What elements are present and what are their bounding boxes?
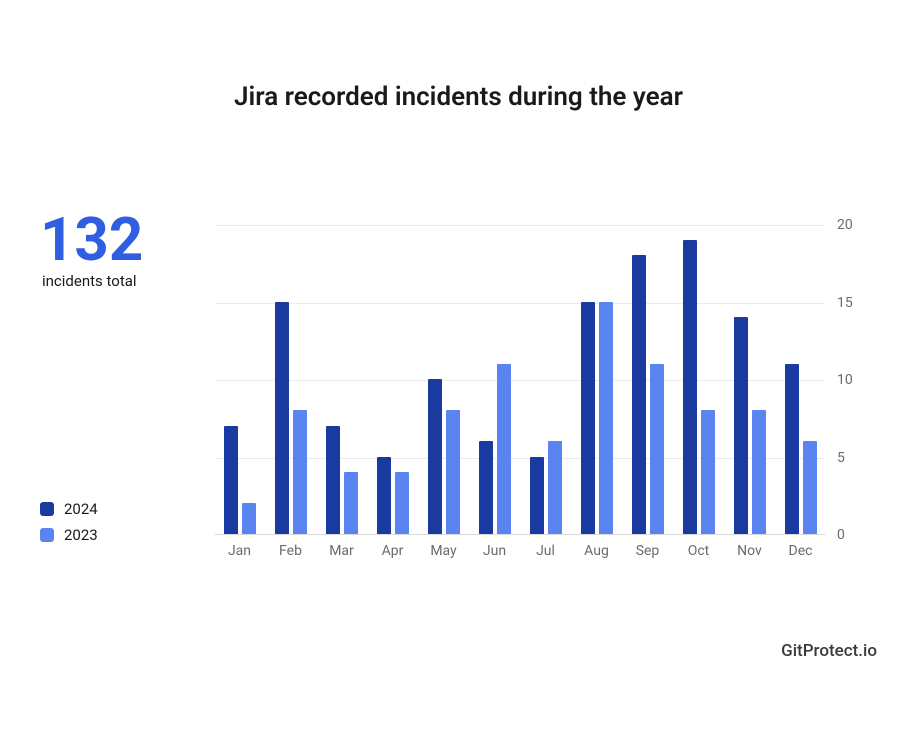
legend-swatch xyxy=(40,528,54,542)
bar xyxy=(752,410,766,534)
gridline xyxy=(215,303,825,304)
bar-group xyxy=(734,317,766,534)
bar xyxy=(548,441,562,534)
bar xyxy=(275,302,289,535)
bar xyxy=(683,240,697,535)
bar-group xyxy=(581,302,613,535)
bar xyxy=(632,255,646,534)
chart-legend: 2024 2023 xyxy=(40,500,98,552)
bar xyxy=(242,503,256,534)
bar-group xyxy=(326,426,358,535)
x-axis-tick-label: Nov xyxy=(737,543,762,559)
bar xyxy=(497,364,511,535)
bar-group xyxy=(428,379,460,534)
bar-group xyxy=(377,457,409,535)
bar xyxy=(734,317,748,534)
x-axis-tick-label: Jun xyxy=(483,543,506,559)
bar xyxy=(599,302,613,535)
y-axis-tick-label: 15 xyxy=(837,295,853,311)
bar xyxy=(293,410,307,534)
y-axis-tick-label: 0 xyxy=(837,527,845,543)
legend-label: 2023 xyxy=(64,526,98,544)
y-axis-tick-label: 5 xyxy=(837,450,845,466)
bar xyxy=(428,379,442,534)
x-axis-tick-label: May xyxy=(430,543,456,559)
bar-group xyxy=(785,364,817,535)
x-axis-tick-label: Mar xyxy=(329,543,354,559)
bar xyxy=(344,472,358,534)
x-axis-tick-label: Jan xyxy=(228,543,251,559)
legend-label: 2024 xyxy=(64,500,98,518)
x-axis-tick-label: Sep xyxy=(636,543,660,559)
bar-group xyxy=(683,240,715,535)
bar-group xyxy=(224,426,256,535)
bar xyxy=(803,441,817,534)
bar xyxy=(395,472,409,534)
total-incidents-number: 132 xyxy=(40,210,143,270)
bar xyxy=(446,410,460,534)
footer-brand: GitProtect.io xyxy=(781,641,877,661)
y-axis-tick-label: 20 xyxy=(837,217,853,233)
bar-group xyxy=(479,364,511,535)
bar xyxy=(326,426,340,535)
x-axis-tick-label: Aug xyxy=(584,543,609,559)
x-axis-tick-label: Feb xyxy=(279,543,302,559)
bar xyxy=(581,302,595,535)
bar xyxy=(224,426,238,535)
x-axis-tick-label: Oct xyxy=(688,543,710,559)
bar-group xyxy=(275,302,307,535)
y-axis-tick-label: 10 xyxy=(837,372,853,388)
x-axis-tick-label: Dec xyxy=(789,543,813,559)
legend-item: 2024 xyxy=(40,500,98,518)
bar xyxy=(650,364,664,535)
x-axis-tick-label: Apr xyxy=(382,543,404,559)
chart-title: Jira recorded incidents during the year xyxy=(0,82,917,112)
bar xyxy=(377,457,391,535)
x-axis-tick-label: Jul xyxy=(536,543,555,559)
bar-group xyxy=(632,255,664,534)
bar xyxy=(701,410,715,534)
bar xyxy=(785,364,799,535)
legend-swatch xyxy=(40,502,54,516)
chart-area: JanFebMarAprMayJunJulAugSepOctNovDec 051… xyxy=(215,225,855,535)
bar xyxy=(530,457,544,535)
bar xyxy=(479,441,493,534)
legend-item: 2023 xyxy=(40,526,98,544)
bar-group xyxy=(530,441,562,534)
chart-plot xyxy=(215,225,825,535)
total-incidents-label: incidents total xyxy=(42,272,137,290)
gridline xyxy=(215,225,825,226)
